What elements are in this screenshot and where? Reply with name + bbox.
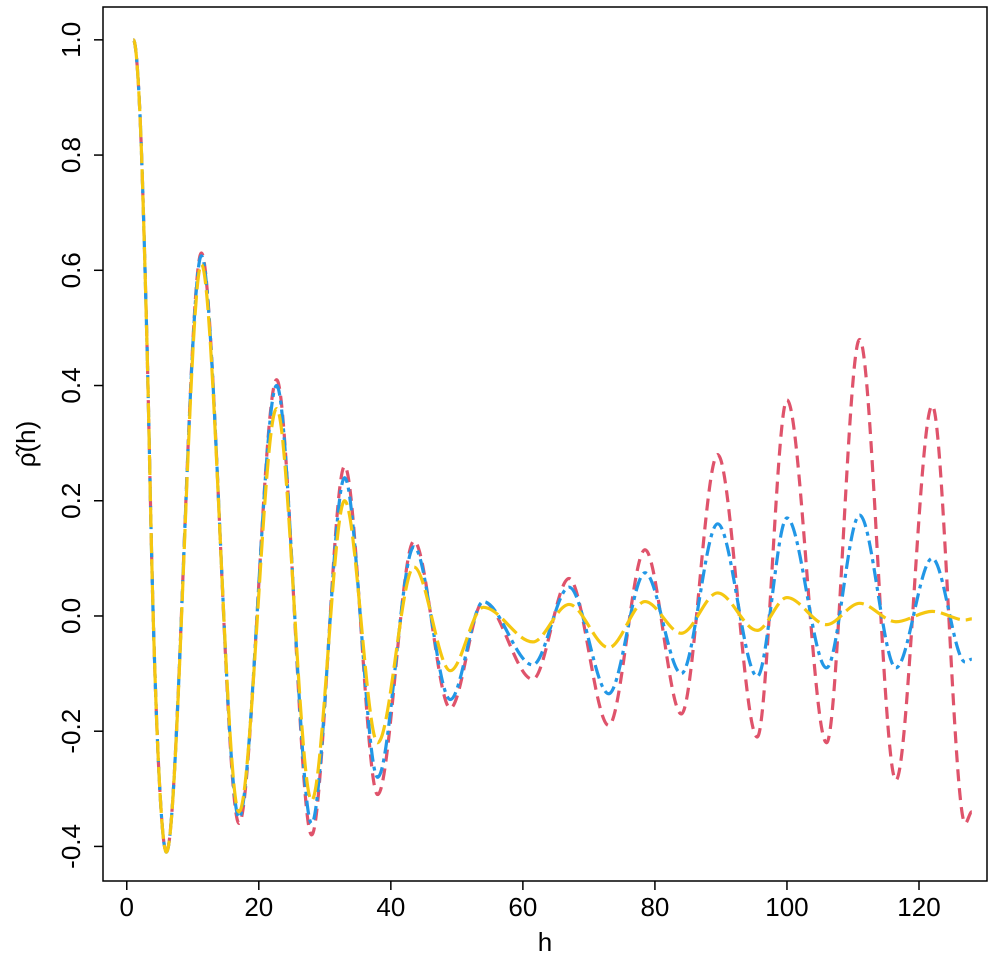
- series-line: [131, 38, 972, 854]
- y-tick-label: -0.4: [56, 824, 86, 869]
- x-tick-label: 20: [244, 892, 273, 922]
- y-tick-label: 0.6: [56, 252, 86, 288]
- x-tick-label: 80: [640, 892, 669, 922]
- plot-box: [102, 6, 988, 882]
- y-axis-label: ρ̂(h): [11, 421, 41, 468]
- y-tick-label: -0.2: [56, 709, 86, 754]
- y-tick-label: 0.8: [56, 137, 86, 173]
- y-tick-label: 0.4: [56, 367, 86, 403]
- y-tick-label: 1.0: [56, 22, 86, 58]
- x-axis-label: h: [538, 927, 552, 957]
- series-line: [131, 38, 973, 854]
- x-tick-label: 60: [508, 892, 537, 922]
- y-tick-label: 0.0: [56, 598, 86, 634]
- x-tick-label: 0: [120, 892, 134, 922]
- y-tick-label: 0.2: [56, 483, 86, 519]
- series-line: [131, 38, 973, 854]
- x-tick-label: 40: [376, 892, 405, 922]
- x-tick-label: 120: [897, 892, 940, 922]
- x-tick-label: 100: [765, 892, 808, 922]
